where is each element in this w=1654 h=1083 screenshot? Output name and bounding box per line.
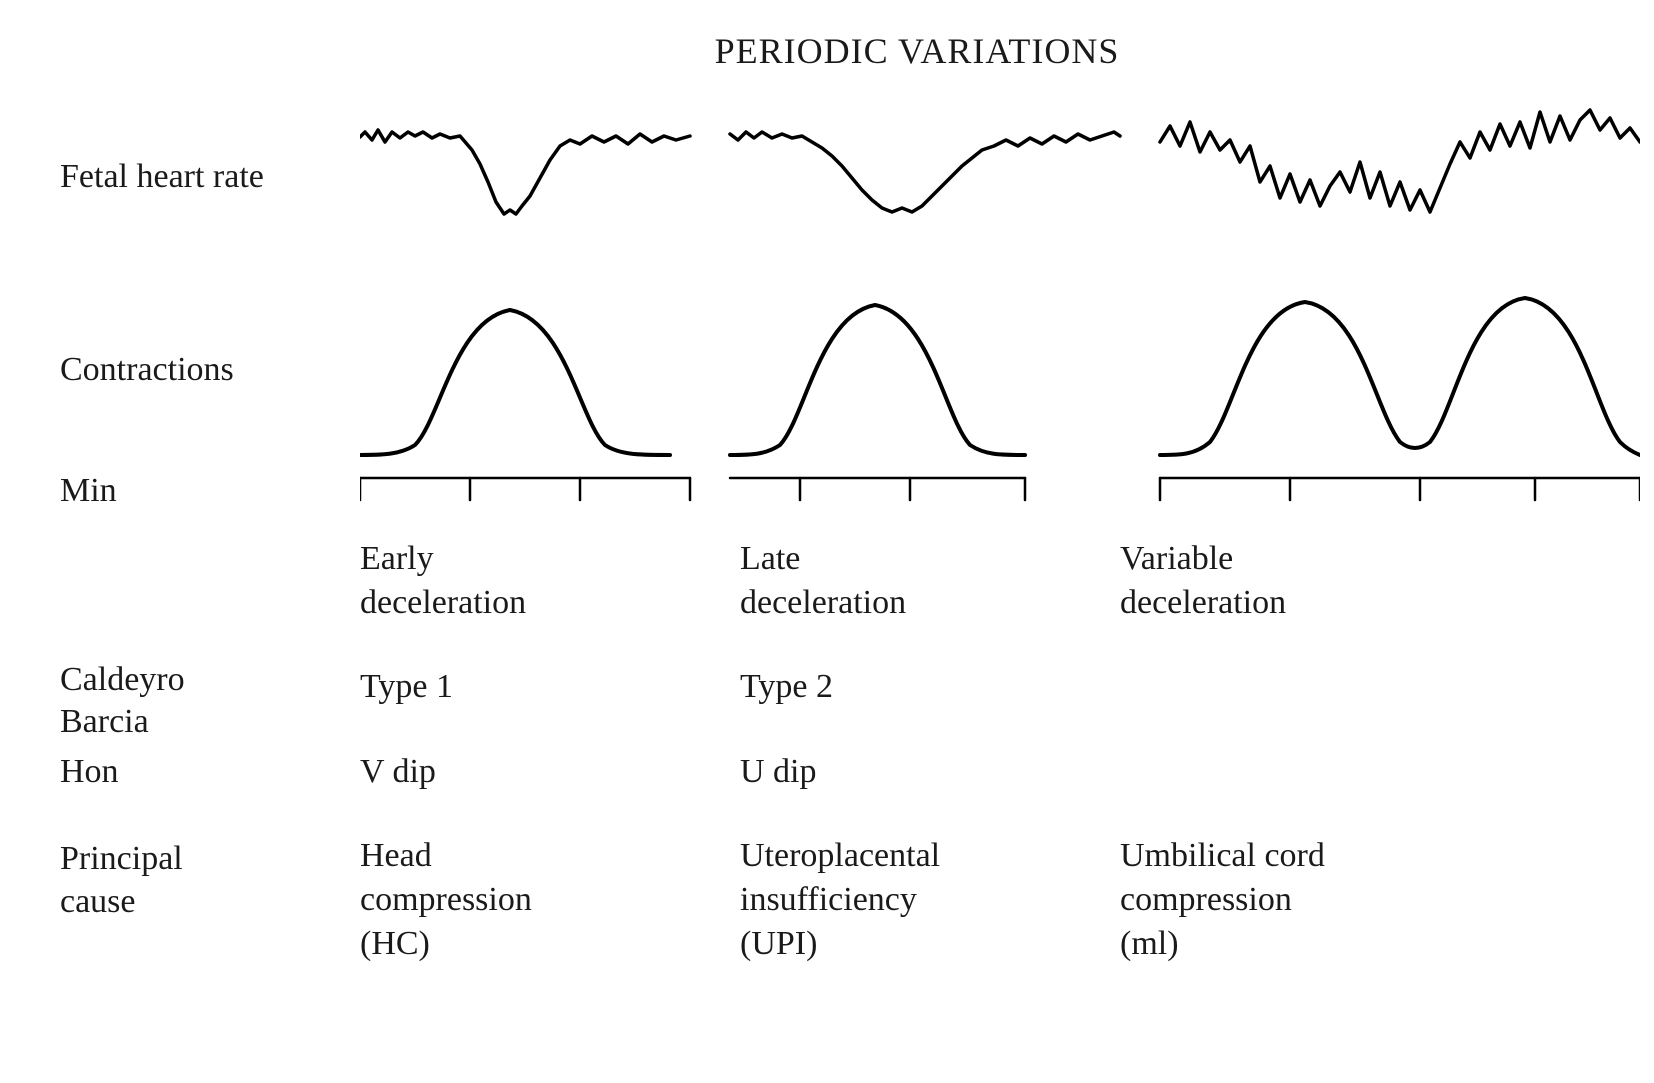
col-name-late: Latedeceleration — [740, 531, 1120, 631]
label-principal: Principalcause — [60, 828, 360, 923]
page-title: PERIODIC VARIATIONS — [240, 30, 1594, 72]
label-min: Min — [60, 470, 360, 513]
label-fhr: Fetal heart rate — [60, 156, 360, 199]
content-grid: Fetal heart rate Contractions Min Earlyd… — [60, 102, 1594, 973]
cause-late: Uteroplacentalinsufficiency(UPI) — [740, 828, 1120, 973]
time-axis-row — [360, 470, 1640, 510]
col-name-variable: Variabledeceleration — [1120, 531, 1640, 631]
col-name-early: Earlydeceleration — [360, 531, 740, 631]
contraction-chart-row — [360, 270, 1640, 470]
contraction-curves-svg — [360, 270, 1640, 470]
caldeyro-late: Type 2 — [740, 659, 1120, 744]
caldeyro-early: Type 1 — [360, 659, 740, 744]
hon-late: U dip — [740, 744, 1120, 800]
cause-variable: Umbilical cordcompression(ml) — [1120, 828, 1640, 973]
time-axis-svg — [360, 470, 1640, 510]
cause-early: Headcompression(HC) — [360, 828, 740, 973]
page-root: PERIODIC VARIATIONS Fetal heart rate Con… — [0, 0, 1654, 1083]
caldeyro-variable — [1120, 659, 1640, 744]
fhr-traces-svg — [360, 102, 1640, 252]
hon-early: V dip — [360, 744, 740, 800]
label-caldeyro: CaldeyroBarcia — [60, 659, 360, 744]
label-contractions: Contractions — [60, 349, 360, 392]
label-hon: Hon — [60, 751, 360, 794]
hon-variable — [1120, 744, 1640, 800]
fhr-chart-row — [360, 102, 1640, 252]
